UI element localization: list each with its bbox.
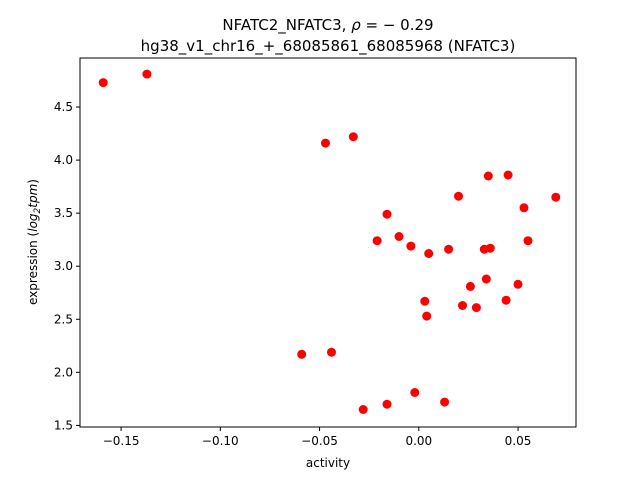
y-label-log: log: [26, 213, 40, 232]
data-point-15: [424, 249, 434, 258]
title-rho-value: = − 0.29: [361, 16, 434, 34]
y-tick-label: 4.5: [54, 100, 73, 114]
data-point-26: [483, 171, 493, 181]
y-axis-ticks: 1.5 2.0 2.5 3.0 3.5 4.0 4.5: [54, 100, 80, 432]
x-tick-label: −0.10: [202, 434, 239, 448]
data-point-6: [327, 347, 336, 357]
title-prefix: NFATC2_NFATC3,: [222, 16, 351, 35]
data-point-31: [523, 236, 533, 246]
data-point-28: [501, 295, 511, 305]
data-point-12: [382, 209, 392, 219]
data-point-24: [485, 243, 495, 253]
data-point-18: [420, 296, 430, 306]
x-tick-label: 0.00: [405, 434, 432, 448]
title-rho-symbol: ρ: [351, 16, 361, 34]
y-label-prefix: expression (: [26, 232, 40, 305]
x-tick-label: −0.15: [103, 434, 140, 448]
data-point-14: [406, 241, 416, 251]
y-label-tpm: tpm: [26, 184, 40, 208]
x-axis-label: activity: [306, 456, 350, 470]
data-point-22: [471, 303, 481, 313]
title-line-1: NFATC2_NFATC3, ρ = − 0.29: [222, 16, 433, 35]
data-point-1: [98, 78, 108, 88]
data-point-9: [410, 388, 420, 397]
y-label-suffix: ): [26, 179, 40, 184]
y-label-subscript: 2: [33, 207, 43, 213]
x-axis-ticks: −0.15 −0.10 −0.05 0.00 0.05: [103, 427, 532, 448]
data-point-27: [503, 170, 513, 180]
data-point-10: [440, 397, 450, 407]
data-point-11: [372, 236, 382, 246]
title-line-2: hg38_v1_chr16_+_68085861_68085968 (NFATC…: [141, 37, 516, 56]
y-tick-label: 2.5: [54, 312, 73, 326]
data-point-3: [321, 138, 330, 148]
data-points: [98, 69, 561, 414]
data-point-17: [454, 191, 463, 201]
data-point-5: [297, 349, 307, 359]
data-point-32: [551, 192, 561, 202]
y-tick-label: 3.5: [54, 206, 73, 220]
data-point-20: [458, 301, 467, 310]
x-tick-label: 0.05: [505, 434, 532, 448]
y-tick-label: 1.5: [54, 418, 73, 432]
data-point-16: [444, 244, 454, 254]
data-point-19: [422, 311, 432, 321]
data-point-4: [348, 132, 358, 142]
y-tick-label: 4.0: [54, 153, 73, 167]
y-tick-label: 3.0: [54, 259, 73, 273]
data-point-21: [465, 281, 475, 291]
data-point-8: [382, 399, 392, 409]
data-point-30: [519, 203, 529, 213]
data-point-13: [394, 232, 404, 241]
data-point-29: [513, 279, 523, 289]
chart-title: NFATC2_NFATC3, ρ = − 0.29 hg38_v1_chr16_…: [141, 16, 516, 56]
data-point-25: [481, 274, 491, 284]
data-point-7: [358, 405, 368, 414]
x-tick-label: −0.05: [301, 434, 338, 448]
y-tick-label: 2.0: [54, 365, 73, 379]
data-point-2: [142, 69, 152, 79]
plot-frame: [79, 57, 577, 428]
y-axis-label: expression (log2tpm): [26, 179, 43, 305]
